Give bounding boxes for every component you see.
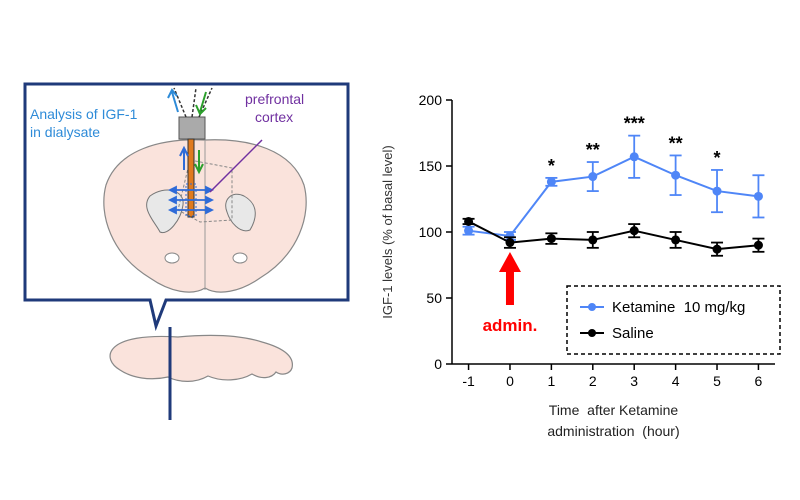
chart: 0 50 100 150 200 -1 0 1 2 3 4 5 6 IGF-1 levels (% of… bbox=[380, 92, 781, 439]
significance-marker: ** bbox=[669, 133, 683, 153]
sagittal-brain bbox=[109, 334, 293, 382]
x-tick-label: 4 bbox=[672, 373, 680, 389]
data-point bbox=[671, 235, 681, 245]
data-point bbox=[546, 177, 556, 187]
x-tick-label: 2 bbox=[589, 373, 597, 389]
legend-box bbox=[566, 285, 781, 355]
series-line bbox=[468, 155, 759, 238]
prefrontal-region-outline bbox=[177, 159, 233, 223]
data-point bbox=[712, 244, 722, 254]
analysis-label-line2: in dialysate bbox=[30, 124, 100, 140]
legend-saline-marker bbox=[588, 329, 596, 337]
x-tick-label: -1 bbox=[462, 373, 475, 389]
admin-annotation: admin. bbox=[483, 252, 538, 335]
inflow-arrow-icon bbox=[195, 91, 207, 116]
analysis-label-line1: Analysis of IGF-1 bbox=[30, 106, 138, 122]
y-axis-label: IGF-1 levels (% of basal level) bbox=[380, 145, 395, 318]
right-ventricle-icon bbox=[225, 193, 256, 232]
data-point bbox=[753, 240, 763, 250]
data-point bbox=[671, 170, 681, 180]
x-tick-label: 6 bbox=[755, 373, 763, 389]
shaft-up-arrow-icon bbox=[179, 145, 189, 170]
data-point bbox=[505, 238, 515, 248]
probe-head bbox=[178, 116, 206, 140]
data-point bbox=[629, 152, 639, 162]
data-point bbox=[588, 172, 598, 182]
shaft-down-arrow-icon bbox=[194, 150, 204, 175]
data-point bbox=[588, 235, 598, 245]
x-tick-label: 0 bbox=[506, 373, 514, 389]
x-tick-label: 1 bbox=[547, 373, 555, 389]
admin-label: admin. bbox=[483, 316, 538, 335]
admin-arrow-icon bbox=[498, 252, 521, 305]
y-tick-label: 200 bbox=[419, 92, 443, 108]
region-label-line1: prefrontal bbox=[245, 91, 304, 107]
x-tick-label: 5 bbox=[713, 373, 721, 389]
data-point bbox=[464, 216, 474, 226]
outflow-arrow-icon bbox=[167, 88, 179, 113]
x-axis-label-line1: Time after Ketamine bbox=[549, 402, 679, 418]
legend-ketamine-label: Ketamine 10 mg/kg bbox=[612, 299, 745, 316]
data-point bbox=[464, 226, 474, 236]
data-point bbox=[546, 234, 556, 244]
series-ketamine bbox=[462, 134, 765, 241]
data-point bbox=[629, 226, 639, 236]
legend-saline-label: Saline bbox=[612, 325, 654, 342]
axes: 0 50 100 150 200 -1 0 1 2 3 4 5 6 bbox=[419, 92, 775, 389]
data-point bbox=[753, 191, 763, 201]
diffusion-arrows-icon bbox=[167, 185, 215, 215]
y-tick-label: 150 bbox=[419, 158, 443, 174]
right-ventral-structure bbox=[232, 252, 248, 264]
brain-illustration: Analysis of IGF-1 in dialysate prefronta… bbox=[23, 82, 350, 420]
data-point bbox=[712, 186, 722, 196]
probe-shaft bbox=[187, 138, 195, 218]
legend: Ketamine 10 mg/kg Saline bbox=[566, 285, 781, 355]
y-tick-label: 50 bbox=[426, 290, 442, 306]
tubing-left bbox=[173, 87, 187, 118]
significance-marker: *** bbox=[624, 114, 645, 134]
series-layer bbox=[462, 134, 765, 257]
y-tick-label: 0 bbox=[434, 356, 442, 372]
x-axis-label-line2: administration (hour) bbox=[547, 423, 679, 439]
series-line bbox=[468, 220, 759, 251]
legend-ketamine-marker bbox=[588, 303, 596, 311]
region-pointer-line bbox=[209, 139, 263, 193]
significance-marker: ** bbox=[586, 140, 600, 160]
y-tick-label: 100 bbox=[419, 224, 443, 240]
left-ventral-structure bbox=[164, 252, 180, 264]
significance-marker: * bbox=[548, 156, 555, 176]
significance-layer: ********* bbox=[548, 114, 721, 176]
data-point bbox=[505, 231, 515, 241]
x-tick-label: 3 bbox=[630, 373, 638, 389]
significance-marker: * bbox=[714, 148, 721, 168]
region-label-line2: cortex bbox=[255, 109, 293, 125]
series-saline bbox=[462, 216, 765, 257]
